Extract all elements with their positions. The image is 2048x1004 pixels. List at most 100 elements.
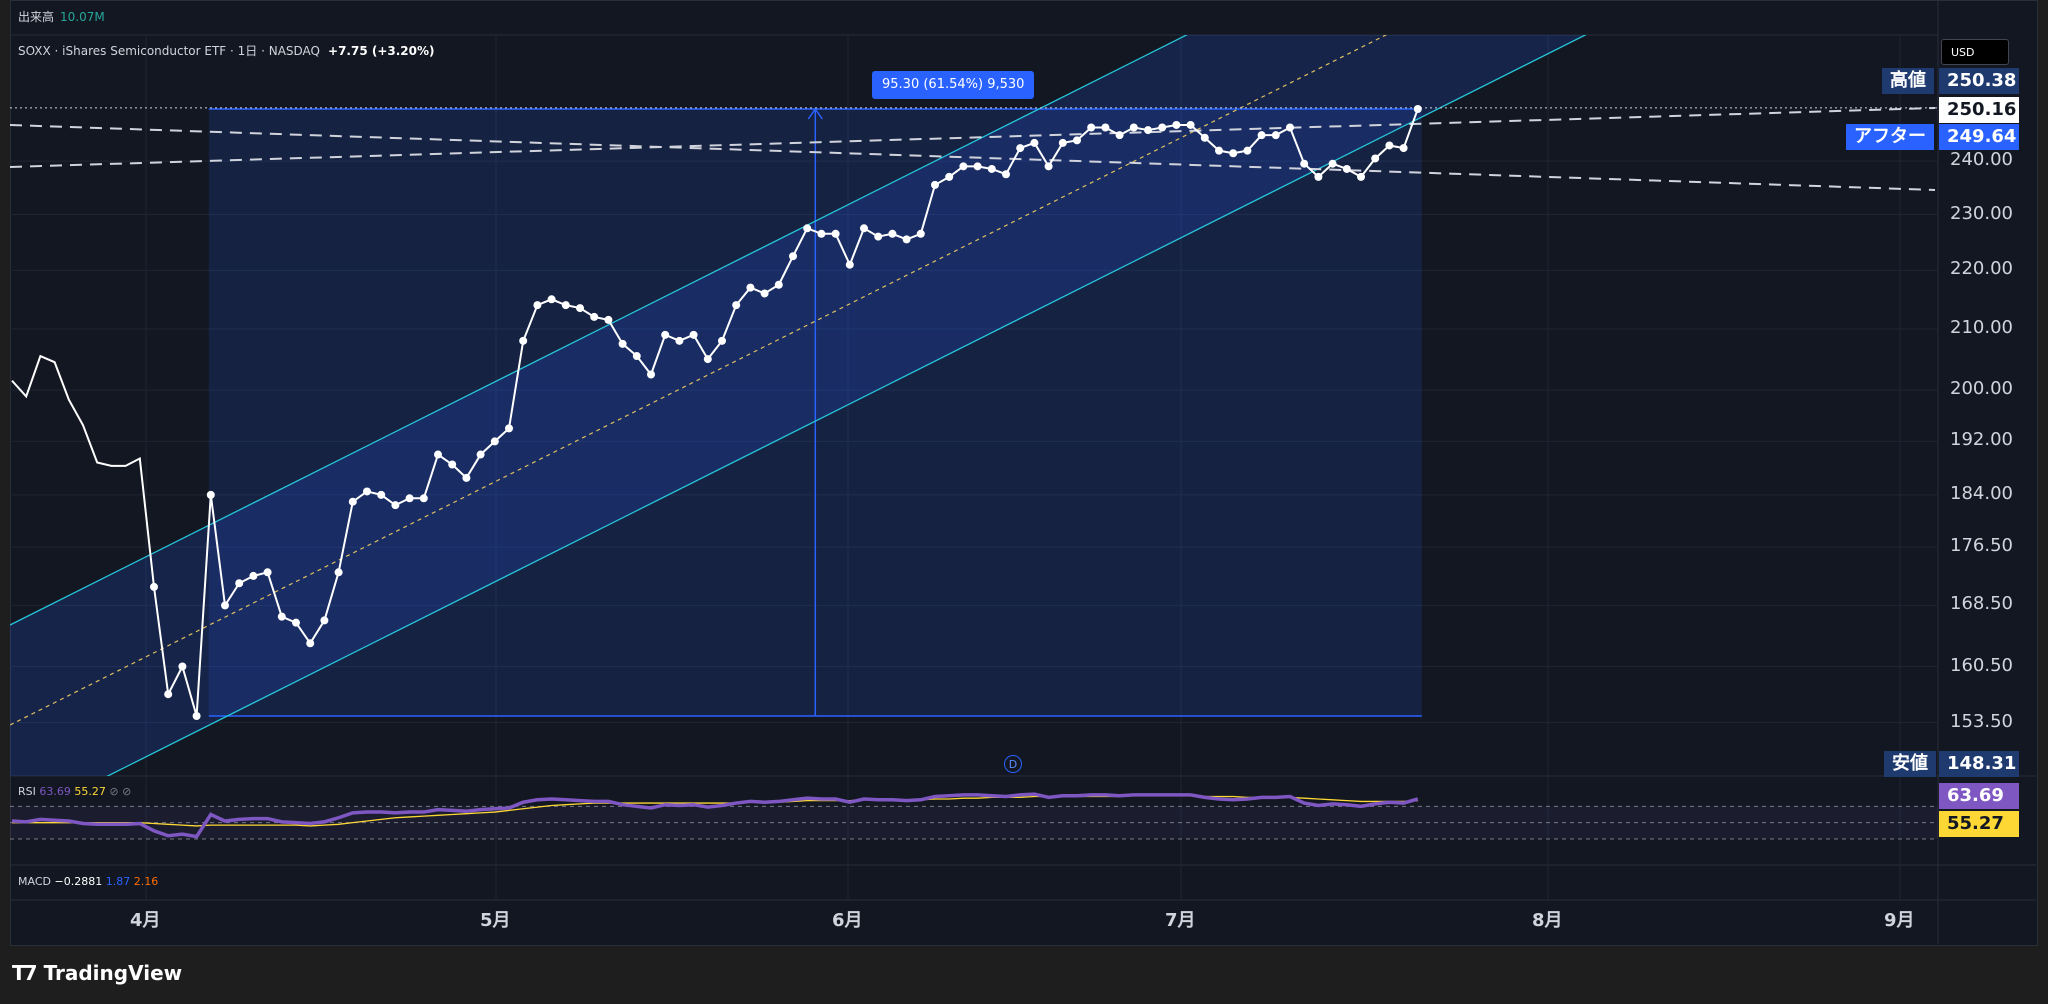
tradingview-brand[interactable]: T7 TradingView [12, 961, 182, 985]
price-point [1002, 170, 1010, 179]
chart-frame[interactable] [10, 0, 2038, 946]
price-tick-label: 200.00 [1950, 378, 2013, 400]
price-point [789, 252, 797, 261]
price-point [632, 352, 641, 361]
currency-selector[interactable]: USD [1941, 39, 2009, 65]
macd-value: −0.2881 [54, 875, 103, 888]
last-price-value: 250.16 [1939, 97, 2019, 123]
price-point [1172, 120, 1181, 129]
price-point [320, 616, 329, 625]
price-point [945, 172, 954, 181]
price-point [519, 336, 528, 345]
macd-legend[interactable]: MACD −0.2881 1.87 2.16 [18, 875, 158, 888]
hide-icon[interactable]: ⊘ [109, 785, 119, 798]
price-point [1357, 172, 1365, 181]
price-point [1385, 141, 1394, 150]
macd-signal: 1.87 [105, 875, 131, 888]
channel-fill [10, 35, 1586, 776]
trendline-dashed [10, 107, 1936, 168]
price-point [1300, 159, 1309, 168]
price-point [490, 437, 499, 446]
price-point [206, 490, 215, 499]
price-point [178, 662, 187, 671]
price-point [1115, 131, 1124, 140]
price-point [448, 460, 457, 469]
price-point [277, 612, 286, 621]
price-point [647, 370, 655, 379]
price-point [348, 497, 357, 506]
price-point [1030, 138, 1039, 147]
price-range-arrowhead [807, 107, 823, 120]
price-point [249, 571, 258, 580]
price-point [831, 229, 840, 238]
rsi-ma-value-tag: 55.27 [1939, 811, 2019, 837]
price-point [1087, 123, 1096, 132]
price-point [902, 235, 911, 244]
volume-value: 10.07M [60, 10, 105, 24]
price-point [221, 601, 229, 610]
price-point [1073, 136, 1081, 145]
settings-icon[interactable]: ⊘ [122, 785, 132, 798]
rsi-legend[interactable]: RSI 63.69 55.27 ⊘ ⊘ [18, 785, 131, 798]
rsi-legend-ma: 55.27 [74, 785, 106, 798]
price-point [959, 162, 968, 171]
price-tick-label: 240.00 [1950, 149, 2013, 171]
price-point [1101, 123, 1110, 132]
symbol-line: SOXX · iShares Semiconductor ETF · 1日 · … [18, 44, 321, 58]
price-point [746, 283, 755, 292]
price-point [1058, 138, 1067, 147]
price-point [434, 450, 442, 459]
price-tick-label: 176.50 [1950, 535, 2013, 557]
high-label: 高値 [1882, 68, 1934, 94]
price-tick-label: 168.50 [1950, 593, 2013, 615]
price-point [1016, 144, 1025, 153]
tradingview-logo-icon: T7 [12, 961, 38, 985]
price-point [1342, 164, 1351, 173]
low-value: 148.31 [1939, 751, 2019, 777]
price-point [590, 312, 599, 321]
price-point [292, 618, 300, 627]
price-point [1186, 120, 1195, 129]
price-point [931, 180, 939, 189]
after-hours-value: 249.64 [1939, 124, 2019, 150]
price-point [1399, 144, 1408, 153]
rsi-value-tag: 63.69 [1939, 783, 2019, 809]
price-range-measure-label[interactable]: 95.30 (61.54%) 9,530 [872, 71, 1035, 99]
channel-median [10, 35, 1388, 726]
price-point [732, 301, 741, 310]
price-point [1144, 126, 1152, 135]
after-hours-label: アフター [1846, 124, 1934, 150]
macd-hist: 2.16 [133, 875, 159, 888]
price-tick-label: 160.50 [1950, 654, 2013, 676]
price-point [803, 224, 812, 233]
price-point [476, 450, 485, 459]
price-point [405, 494, 414, 503]
price-point [150, 582, 158, 591]
channel-upper [10, 35, 1188, 626]
channel-lower [106, 35, 1587, 776]
price-point [1215, 146, 1223, 155]
volume-legend: 出来高 10.07M [18, 8, 105, 25]
macd-label: MACD [18, 875, 51, 888]
price-point [760, 289, 769, 298]
price-point [1158, 123, 1167, 132]
price-point [505, 424, 513, 433]
low-label: 安値 [1884, 751, 1936, 777]
price-point [576, 304, 584, 313]
price-point [1314, 172, 1323, 181]
price-point [689, 330, 698, 339]
price-point [1044, 162, 1053, 171]
brand-name: TradingView [43, 961, 183, 985]
price-point [192, 712, 201, 720]
price-point [334, 568, 343, 577]
month-tick-label: 6月 [832, 910, 863, 931]
month-tick-label: 8月 [1532, 910, 1563, 931]
dividend-marker[interactable]: D [1004, 755, 1022, 773]
price-point [462, 473, 471, 482]
trendline-dashed [10, 124, 1936, 191]
main-pane [10, 35, 1938, 776]
month-tick-label: 5月 [480, 910, 511, 931]
price-tick-label: 220.00 [1950, 258, 2013, 280]
price-point [1129, 123, 1138, 132]
